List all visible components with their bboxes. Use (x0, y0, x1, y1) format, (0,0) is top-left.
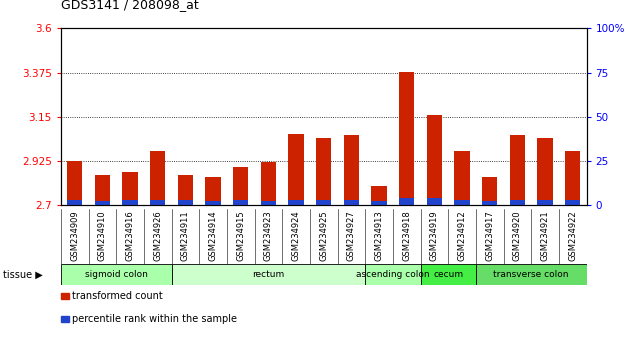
Text: GSM234923: GSM234923 (264, 211, 273, 261)
Text: GSM234917: GSM234917 (485, 211, 494, 261)
Bar (288, 200, 304, 205)
Bar (288, 133, 304, 205)
Text: GDS3141 / 208098_at: GDS3141 / 208098_at (61, 0, 199, 11)
Bar (95, 175, 110, 205)
Text: percentile rank within the sample: percentile rank within the sample (72, 314, 237, 324)
Text: GSM234914: GSM234914 (208, 211, 217, 261)
Bar (399, 198, 414, 205)
Text: tissue ▶: tissue ▶ (3, 269, 43, 279)
Bar (344, 200, 359, 205)
Bar (233, 167, 248, 205)
Bar (427, 115, 442, 205)
Bar (178, 200, 193, 205)
Text: GSM234909: GSM234909 (71, 211, 79, 261)
Bar (371, 185, 387, 205)
Bar (233, 200, 248, 205)
Bar (537, 200, 553, 205)
Bar (316, 138, 331, 205)
Text: rectum: rectum (253, 270, 285, 279)
Text: GSM234916: GSM234916 (126, 211, 135, 261)
Text: GSM234924: GSM234924 (292, 211, 301, 261)
Text: GSM234918: GSM234918 (402, 211, 411, 261)
Text: GSM234919: GSM234919 (430, 211, 439, 261)
Bar (399, 72, 414, 205)
Bar (427, 198, 442, 205)
Bar (122, 172, 138, 205)
Bar (150, 200, 165, 205)
Bar (371, 201, 387, 205)
Bar (565, 200, 580, 205)
Text: cecum: cecum (433, 270, 463, 279)
Text: GSM234921: GSM234921 (540, 211, 549, 261)
Bar (172, 264, 365, 285)
Bar (150, 151, 165, 205)
Text: transformed count: transformed count (72, 291, 163, 301)
Text: ascending colon: ascending colon (356, 270, 429, 279)
Bar (454, 151, 470, 205)
Text: GSM234922: GSM234922 (568, 211, 577, 261)
Bar (205, 201, 221, 205)
Bar (482, 177, 497, 205)
Text: GSM234925: GSM234925 (319, 211, 328, 261)
Bar (316, 200, 331, 205)
Bar (261, 162, 276, 205)
Bar (420, 264, 476, 285)
Bar (95, 201, 110, 205)
Bar (61, 264, 172, 285)
Bar (261, 201, 276, 205)
Text: GSM234915: GSM234915 (237, 211, 246, 261)
Text: GSM234927: GSM234927 (347, 211, 356, 261)
Bar (365, 264, 420, 285)
Bar (454, 200, 470, 205)
Bar (344, 135, 359, 205)
Text: GSM234913: GSM234913 (374, 211, 383, 261)
Bar (482, 201, 497, 205)
Text: GSM234926: GSM234926 (153, 211, 162, 261)
Bar (67, 161, 82, 205)
Text: sigmoid colon: sigmoid colon (85, 270, 147, 279)
Bar (537, 138, 553, 205)
Bar (122, 200, 138, 205)
Bar (510, 200, 525, 205)
Bar (476, 264, 587, 285)
Bar (510, 135, 525, 205)
Text: GSM234910: GSM234910 (98, 211, 107, 261)
Text: GSM234920: GSM234920 (513, 211, 522, 261)
Text: GSM234911: GSM234911 (181, 211, 190, 261)
Text: transverse colon: transverse colon (494, 270, 569, 279)
Bar (205, 177, 221, 205)
Bar (565, 151, 580, 205)
Bar (67, 200, 82, 205)
Bar (178, 175, 193, 205)
Text: GSM234912: GSM234912 (458, 211, 467, 261)
